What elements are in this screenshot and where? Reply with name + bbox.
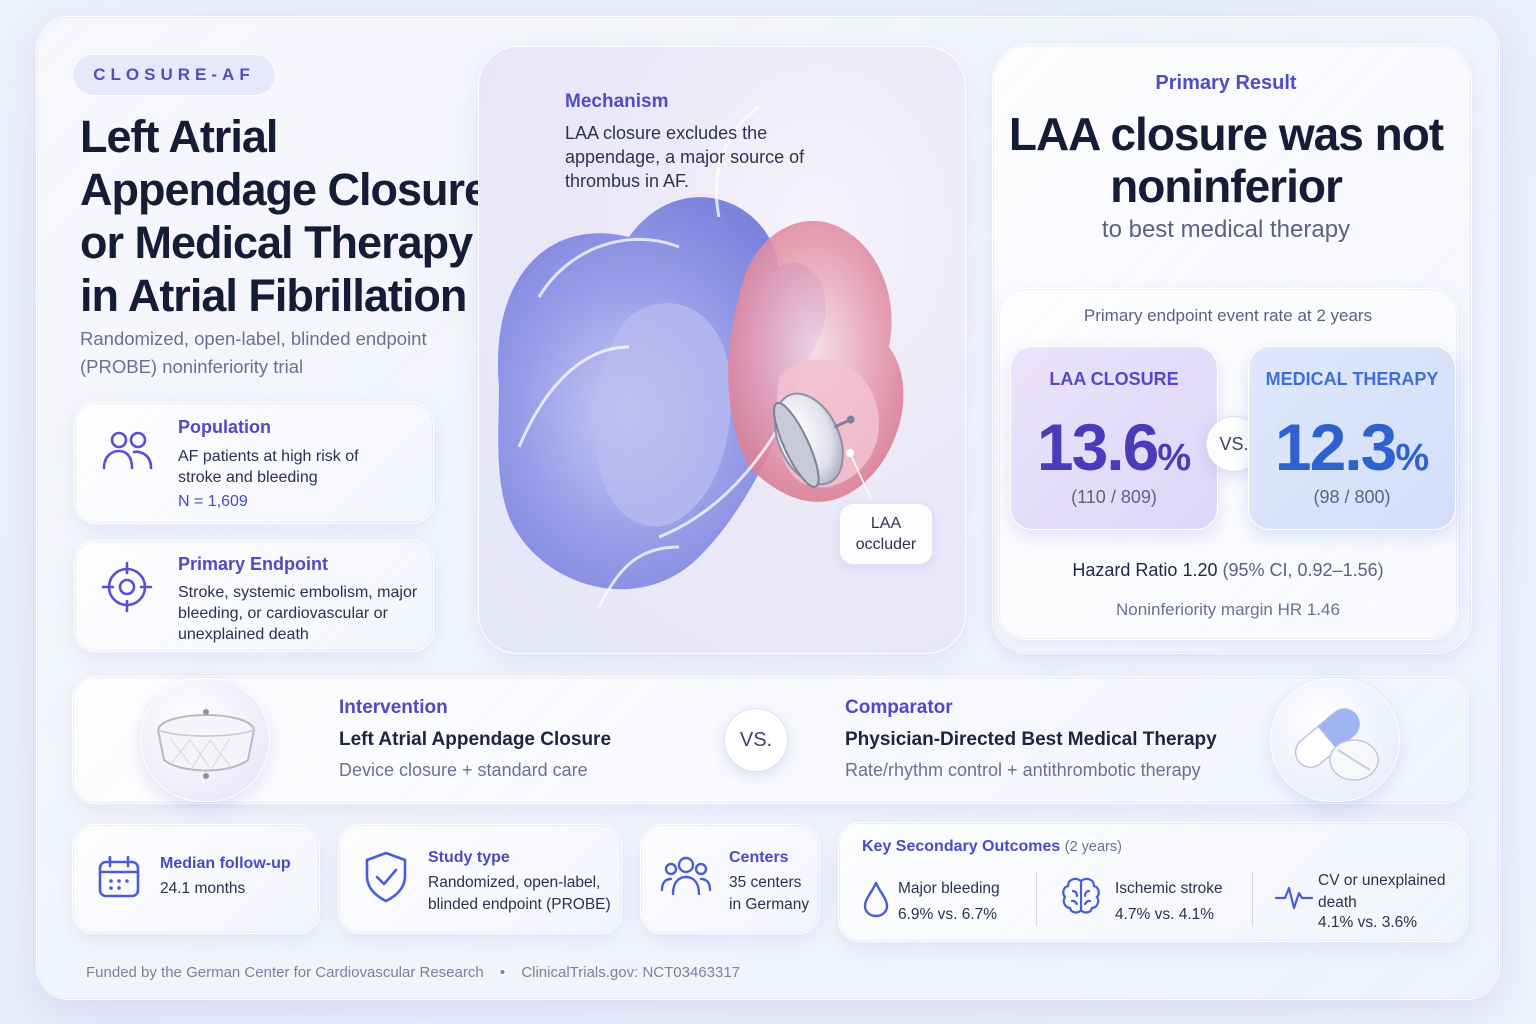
intervention-heading: Intervention xyxy=(339,697,448,718)
endpoint-text: Stroke, systemic embolism, major bleedin… xyxy=(178,584,418,643)
shield-check-icon xyxy=(365,851,407,903)
page-title: Left Atrial Appendage Closure or Medical… xyxy=(80,111,489,321)
trial-tag: CLOSURE-AF xyxy=(72,54,276,96)
pills-icon xyxy=(1294,708,1379,781)
med-stat-fraction: (98 / 800) xyxy=(1313,487,1391,507)
secondary-outcomes-card xyxy=(838,822,1468,942)
endpoint-rate-label: Primary endpoint event rate at 2 years xyxy=(1083,306,1373,325)
mechanism-heading: Mechanism xyxy=(565,91,669,112)
endpoint-heading: Primary Endpoint xyxy=(178,554,329,574)
followup-card xyxy=(72,824,320,934)
centers-text: 35 centers in Germany xyxy=(729,874,810,913)
secondary-item-value: 4.1% vs. 3.6% xyxy=(1318,914,1418,931)
laa-stat-value: 13.6% xyxy=(1036,410,1192,484)
followup-text: 24.1 months xyxy=(160,880,246,897)
followup-heading: Median follow-up xyxy=(160,855,291,872)
mechanism-text: LAA closure excludes the appendage, a ma… xyxy=(565,123,805,191)
divider xyxy=(1252,872,1253,926)
secondary-item-label: Ischemic stroke xyxy=(1115,880,1223,897)
secondary-item-label: CV or unexplained death xyxy=(1318,872,1446,911)
mechanism-panel: Mechanism LAA closure excludes the appen… xyxy=(478,46,966,654)
endpoint-card xyxy=(74,540,434,652)
hazard-ratio: Hazard Ratio 1.20 (95% CI, 0.92–1.56) xyxy=(1072,560,1384,580)
population-card xyxy=(74,402,434,524)
med-stat-value: 12.3% xyxy=(1274,410,1430,484)
population-heading: Population xyxy=(178,417,271,437)
laa-stat-fraction: (110 / 809) xyxy=(1071,487,1157,507)
intervention-title: Left Atrial Appendage Closure xyxy=(339,729,612,750)
secondary-item-value: 4.7% vs. 4.1% xyxy=(1115,906,1215,923)
heart-illustration xyxy=(497,105,904,608)
droplet-icon xyxy=(863,881,889,918)
divider xyxy=(1036,872,1037,926)
heartbeat-icon xyxy=(1274,886,1314,910)
noninferiority-margin: Noninferiority margin HR 1.46 xyxy=(1116,600,1340,619)
footer: Funded by the German Center for Cardiova… xyxy=(86,964,740,981)
laa-closure-stat: LAA CLOSURE 13.6% (110 / 809) xyxy=(1010,346,1218,530)
secondary-item-value: 6.9% vs. 6.7% xyxy=(898,906,998,923)
med-stat-name: MEDICAL THERAPY xyxy=(1265,369,1439,389)
page-subtitle: Randomized, open-label, blinded endpoint… xyxy=(80,328,427,377)
result-subline: to best medical therapy xyxy=(1101,216,1351,243)
secondary-heading: Key Secondary Outcomes (2 years) xyxy=(862,838,1122,855)
calendar-icon xyxy=(98,855,140,898)
secondary-item-label: Major bleeding xyxy=(898,880,1000,897)
footer-separator: • xyxy=(499,964,506,981)
target-icon xyxy=(101,561,153,613)
centers-heading: Centers xyxy=(729,849,789,866)
occluder-device-icon xyxy=(156,709,256,779)
funding-note: Funded by the German Center for Cardiova… xyxy=(86,964,484,981)
band-vs-badge: VS. xyxy=(724,708,788,772)
result-headline: LAA closure was not noninferior xyxy=(1008,108,1444,212)
laa-stat-name: LAA CLOSURE xyxy=(1049,369,1179,389)
registry-id: ClinicalTrials.gov: NCT03463317 xyxy=(521,964,741,981)
people-icon xyxy=(102,431,153,470)
comparator-text: Rate/rhythm control + antithrombotic the… xyxy=(845,760,1201,780)
brain-icon xyxy=(1062,877,1100,914)
occluder-label: LAA occluder xyxy=(839,503,933,565)
intervention-text: Device closure + standard care xyxy=(339,760,588,780)
result-eyebrow: Primary Result xyxy=(1155,72,1297,94)
comparator-heading: Comparator xyxy=(845,697,953,718)
comparator-title: Physician-Directed Best Medical Therapy xyxy=(845,729,1217,750)
population-n: N = 1,609 xyxy=(178,493,248,510)
medical-therapy-stat: MEDICAL THERAPY 12.3% (98 / 800) xyxy=(1248,346,1456,530)
study-type-card xyxy=(338,824,622,934)
study-type-heading: Study type xyxy=(428,849,510,866)
population-text: AF patients at high risk of stroke and b… xyxy=(178,448,359,486)
study-type-text: Randomized, open-label, blinded endpoint… xyxy=(428,874,611,913)
people-group-icon xyxy=(660,856,712,896)
